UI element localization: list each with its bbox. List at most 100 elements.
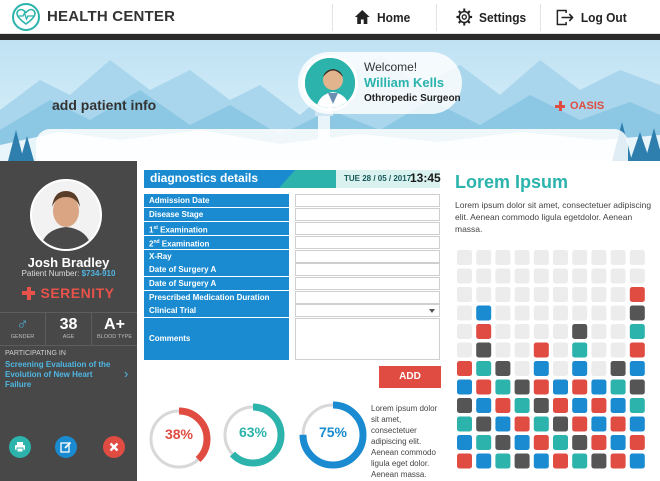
bar-cell-empty bbox=[572, 268, 588, 284]
bar-cell-empty bbox=[572, 250, 588, 265]
bar-cell bbox=[553, 453, 568, 469]
bar-cell-empty bbox=[591, 305, 607, 321]
bar-cell-empty bbox=[495, 305, 511, 321]
bar-cell bbox=[610, 435, 626, 450]
bar-cell-empty bbox=[572, 305, 588, 321]
bar-cell bbox=[495, 435, 511, 450]
clinical-trial-select[interactable] bbox=[295, 304, 440, 317]
bar-cell bbox=[457, 416, 472, 432]
field-input[interactable] bbox=[295, 222, 440, 235]
nav-home[interactable]: Home bbox=[354, 0, 410, 34]
bar-cell bbox=[514, 453, 530, 469]
bar-cell-empty bbox=[629, 268, 645, 284]
stat-blood: A+ BLOOD TYPE bbox=[92, 313, 137, 345]
study-link[interactable]: Screening Evaluation of the Evolution of… bbox=[5, 360, 111, 389]
stat-value: 38 bbox=[59, 316, 78, 333]
field-input[interactable] bbox=[295, 194, 440, 207]
doctor-avatar[interactable] bbox=[302, 55, 358, 111]
bar-cell bbox=[533, 361, 549, 376]
bar-cell bbox=[553, 398, 568, 413]
logout-icon bbox=[556, 9, 574, 25]
bar-cell-empty bbox=[591, 268, 607, 284]
field-label: Admission Date bbox=[144, 194, 289, 207]
bar-cell bbox=[476, 305, 492, 321]
add-patient-bar[interactable] bbox=[36, 129, 628, 161]
home-icon bbox=[354, 10, 370, 24]
top-bar: HEALTH CENTER Home Settings Log Out bbox=[0, 0, 660, 34]
edit-button[interactable] bbox=[55, 436, 77, 458]
field-label: Disease Stage bbox=[144, 208, 289, 221]
doctor-title: Othropedic Surgeon bbox=[364, 93, 461, 104]
bar-cell-empty bbox=[495, 268, 511, 284]
field-input[interactable] bbox=[295, 277, 440, 290]
bar-cell bbox=[591, 435, 607, 450]
gear-icon bbox=[456, 8, 473, 26]
oasis-link[interactable]: OASIS bbox=[555, 100, 604, 112]
edit-icon bbox=[60, 441, 72, 453]
field-label: 2nd Examination bbox=[144, 236, 289, 249]
progress-rings bbox=[147, 401, 367, 471]
bar-cell bbox=[495, 361, 511, 376]
doctor-name: William Kells bbox=[364, 75, 445, 90]
bar-cell bbox=[591, 398, 607, 413]
bar-cell bbox=[572, 453, 588, 469]
progress-ring bbox=[147, 407, 211, 471]
field-input[interactable] bbox=[295, 236, 440, 249]
chevron-down-icon bbox=[429, 309, 435, 313]
bar-cell-empty bbox=[553, 361, 568, 376]
field-input[interactable] bbox=[295, 263, 440, 276]
field-label: Clinical Trial bbox=[144, 304, 289, 317]
field-input[interactable] bbox=[295, 250, 440, 263]
chevron-right-icon[interactable]: › bbox=[124, 366, 129, 381]
bar-cell bbox=[553, 416, 568, 432]
bar-cell-empty bbox=[514, 342, 530, 358]
medical-cross-icon bbox=[555, 101, 565, 111]
progress-ring bbox=[299, 401, 367, 469]
stat-label: BLOOD TYPE bbox=[96, 334, 133, 340]
hero-banner: Welcome! William Kells Othropedic Surgeo… bbox=[0, 40, 660, 161]
diagnostics-title: diagnostics details bbox=[150, 171, 259, 185]
bar-cell-empty bbox=[533, 268, 549, 284]
bar-cell bbox=[629, 435, 645, 450]
bar-cell-empty bbox=[610, 324, 626, 339]
bar-cell-empty bbox=[610, 342, 626, 358]
add-button[interactable]: ADD bbox=[379, 366, 441, 388]
field-label: 1st Examination bbox=[144, 222, 289, 235]
bar-cell-empty bbox=[553, 268, 568, 284]
print-button[interactable] bbox=[9, 436, 31, 458]
bar-cell bbox=[572, 324, 588, 339]
bar-cell bbox=[495, 453, 511, 469]
current-date: TUE 28 / 05 / 2017 bbox=[344, 174, 412, 183]
progress-ring bbox=[221, 403, 285, 467]
field-input[interactable] bbox=[295, 208, 440, 221]
bar-cell-empty bbox=[591, 250, 607, 265]
nav-home-label: Home bbox=[377, 9, 411, 25]
comments-textarea[interactable] bbox=[295, 318, 440, 360]
patient-number: Patient Number: $734-910 bbox=[0, 269, 137, 278]
bar-cell bbox=[591, 453, 607, 469]
nav-divider bbox=[332, 4, 333, 31]
medical-cross-icon bbox=[22, 286, 36, 300]
nav-settings[interactable]: Settings bbox=[456, 0, 526, 34]
patient-stats: ♂ GENDER 38 AGE A+ BLOOD TYPE bbox=[0, 312, 137, 346]
bar-cell bbox=[629, 379, 645, 395]
bar-cell bbox=[476, 416, 492, 432]
bar-cell bbox=[629, 361, 645, 376]
field-label: Date of Surgery A bbox=[144, 263, 289, 276]
current-time: 13:45 bbox=[410, 171, 441, 185]
bar-cell bbox=[457, 398, 472, 413]
field-input[interactable] bbox=[295, 291, 440, 304]
delete-button[interactable] bbox=[103, 436, 125, 458]
bar-cell-empty bbox=[553, 250, 568, 265]
bar-cell-empty bbox=[629, 250, 645, 265]
nav-logout[interactable]: Log Out bbox=[556, 0, 627, 34]
bar-cell bbox=[629, 287, 645, 302]
bar-cell bbox=[629, 416, 645, 432]
bar-cell-empty bbox=[514, 305, 530, 321]
bar-cell-empty bbox=[457, 324, 472, 339]
bar-cell bbox=[553, 435, 568, 450]
datetime-box bbox=[336, 170, 440, 188]
patient-avatar[interactable] bbox=[30, 179, 102, 251]
bar-cell bbox=[629, 342, 645, 358]
